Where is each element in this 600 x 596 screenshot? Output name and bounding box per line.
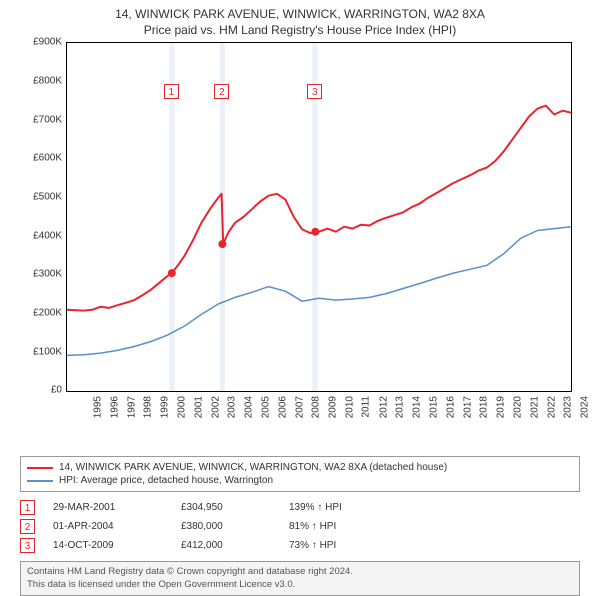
x-tick-label: 2008	[311, 396, 322, 418]
transaction-date: 14-OCT-2009	[53, 540, 163, 551]
transaction-price: £304,950	[181, 502, 271, 513]
x-tick-label: 2017	[462, 396, 473, 418]
legend: 14, WINWICK PARK AVENUE, WINWICK, WARRIN…	[20, 456, 580, 492]
x-tick-label: 1997	[126, 396, 137, 418]
x-tick-label: 1998	[143, 396, 154, 418]
x-tick-label: 2016	[445, 396, 456, 418]
transaction-price: £380,000	[181, 521, 271, 532]
title-line-1: 14, WINWICK PARK AVENUE, WINWICK, WARRIN…	[10, 6, 590, 22]
y-tick-label: £0	[22, 385, 62, 396]
x-tick-label: 2012	[378, 396, 389, 418]
x-tick-label: 2022	[546, 396, 557, 418]
transaction-marker: 3	[20, 538, 35, 553]
transaction-delta: 73% ↑ HPI	[289, 540, 336, 551]
x-tick-label: 2006	[277, 396, 288, 418]
x-tick-label: 2021	[529, 396, 540, 418]
transaction-row: 3 14-OCT-2009 £412,000 73% ↑ HPI	[20, 536, 580, 555]
x-tick-label: 2020	[512, 396, 523, 418]
x-tick-label: 1999	[159, 396, 170, 418]
y-tick-label: £700K	[22, 114, 62, 125]
x-tick-label: 2018	[479, 396, 490, 418]
x-tick-label: 2007	[294, 396, 305, 418]
x-tick-label: 2011	[360, 396, 371, 418]
transaction-row: 1 29-MAR-2001 £304,950 139% ↑ HPI	[20, 498, 580, 517]
chart-area: £0 £100K £200K £300K £400K £500K £600K £700K £80…	[22, 42, 578, 422]
x-tick-label: 1995	[92, 396, 103, 418]
x-tick-label: 2000	[176, 396, 187, 418]
title-line-2: Price paid vs. HM Land Registry's House …	[10, 22, 590, 38]
x-tick-label: 1996	[109, 396, 120, 418]
footer-line-2: This data is licensed under the Open Gov…	[27, 579, 573, 591]
chart-title: 14, WINWICK PARK AVENUE, WINWICK, WARRIN…	[10, 6, 590, 38]
legend-swatch	[27, 480, 53, 482]
x-tick-label: 2002	[210, 396, 221, 418]
transaction-marker: 1	[20, 500, 35, 515]
transaction-price: £412,000	[181, 540, 271, 551]
x-tick-label: 2005	[260, 396, 271, 418]
x-tick-label: 2015	[428, 396, 439, 418]
attribution-footer: Contains HM Land Registry data © Crown c…	[20, 561, 580, 596]
transaction-delta: 139% ↑ HPI	[289, 502, 342, 513]
y-tick-label: £800K	[22, 76, 62, 87]
x-tick-label: 2009	[327, 396, 338, 418]
legend-item: 14, WINWICK PARK AVENUE, WINWICK, WARRIN…	[27, 461, 573, 474]
transaction-row: 2 01-APR-2004 £380,000 81% ↑ HPI	[20, 517, 580, 536]
transaction-marker: 2	[20, 519, 35, 534]
y-tick-label: £100K	[22, 346, 62, 357]
y-tick-label: £300K	[22, 269, 62, 280]
x-tick-label: 2023	[563, 396, 574, 418]
transaction-delta: 81% ↑ HPI	[289, 521, 336, 532]
sale-marker-2: 2	[214, 84, 229, 99]
transaction-table: 1 29-MAR-2001 £304,950 139% ↑ HPI 2 01-APR-20…	[20, 498, 580, 555]
y-tick-label: £500K	[22, 192, 62, 203]
y-tick-label: £900K	[22, 37, 62, 48]
x-tick-label: 2024	[579, 396, 590, 418]
legend-item: HPI: Average price, detached house, Warr…	[27, 474, 573, 487]
chart-card: 14, WINWICK PARK AVENUE, WINWICK, WARRIN…	[0, 0, 600, 590]
y-tick-label: £200K	[22, 308, 62, 319]
transaction-date: 01-APR-2004	[53, 521, 163, 532]
x-tick-label: 2001	[193, 396, 204, 418]
x-tick-label: 2003	[227, 396, 238, 418]
legend-label: HPI: Average price, detached house, Warr…	[59, 475, 273, 486]
x-tick-label: 2010	[344, 396, 355, 418]
x-tick-label: 2004	[243, 396, 254, 418]
y-tick-label: £600K	[22, 153, 62, 164]
sale-marker-1: 1	[164, 84, 179, 99]
transaction-date: 29-MAR-2001	[53, 502, 163, 513]
legend-label: 14, WINWICK PARK AVENUE, WINWICK, WARRIN…	[59, 462, 447, 473]
footer-line-1: Contains HM Land Registry data © Crown c…	[27, 566, 573, 578]
x-tick-label: 2014	[411, 396, 422, 418]
legend-swatch	[27, 467, 53, 469]
sale-marker-3: 3	[307, 84, 322, 99]
x-tick-label: 2019	[495, 396, 506, 418]
y-tick-label: £400K	[22, 230, 62, 241]
x-tick-label: 2013	[395, 396, 406, 418]
